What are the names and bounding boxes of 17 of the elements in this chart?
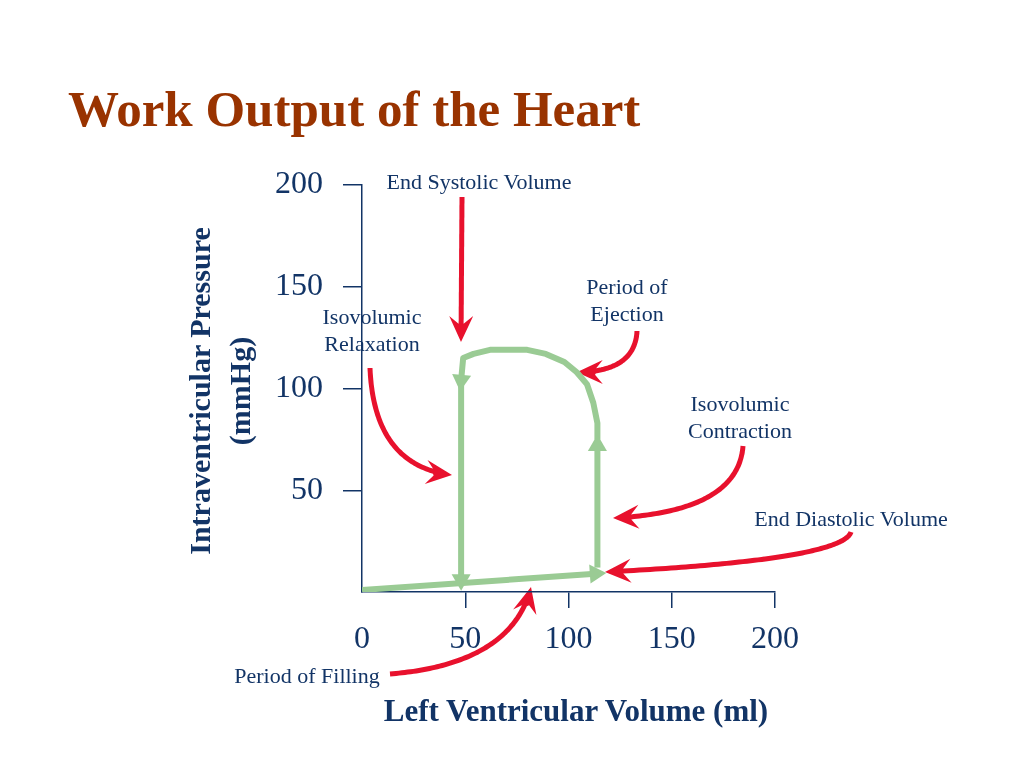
text: Period of Filling [234, 661, 380, 689]
y-axis-title: Intraventricular Pressure (mmHg) [182, 226, 257, 557]
x-axis-title: Left Ventricular Volume (ml) [383, 693, 769, 729]
y-tick-label: 150 [275, 266, 323, 303]
x-tick-label: 200 [751, 618, 799, 655]
chart-title: Work Output of the Heart [68, 81, 641, 137]
x-tick-label: 50 [449, 618, 482, 655]
y-tick-label: 50 [291, 469, 323, 506]
y-tick-label: 100 [275, 367, 323, 404]
x-tick-label: 100 [544, 618, 593, 655]
annotation: End Systolic Volume [386, 167, 572, 195]
annotation: Isovolumic Contraction [687, 390, 793, 444]
x-tick-label: 150 [647, 618, 696, 655]
annotation: Period of Ejection [585, 273, 669, 327]
annotation: End Diastolic Volume [754, 504, 948, 532]
x-tick-label: 0 [354, 618, 370, 655]
y-tick-label: 200 [275, 164, 323, 201]
